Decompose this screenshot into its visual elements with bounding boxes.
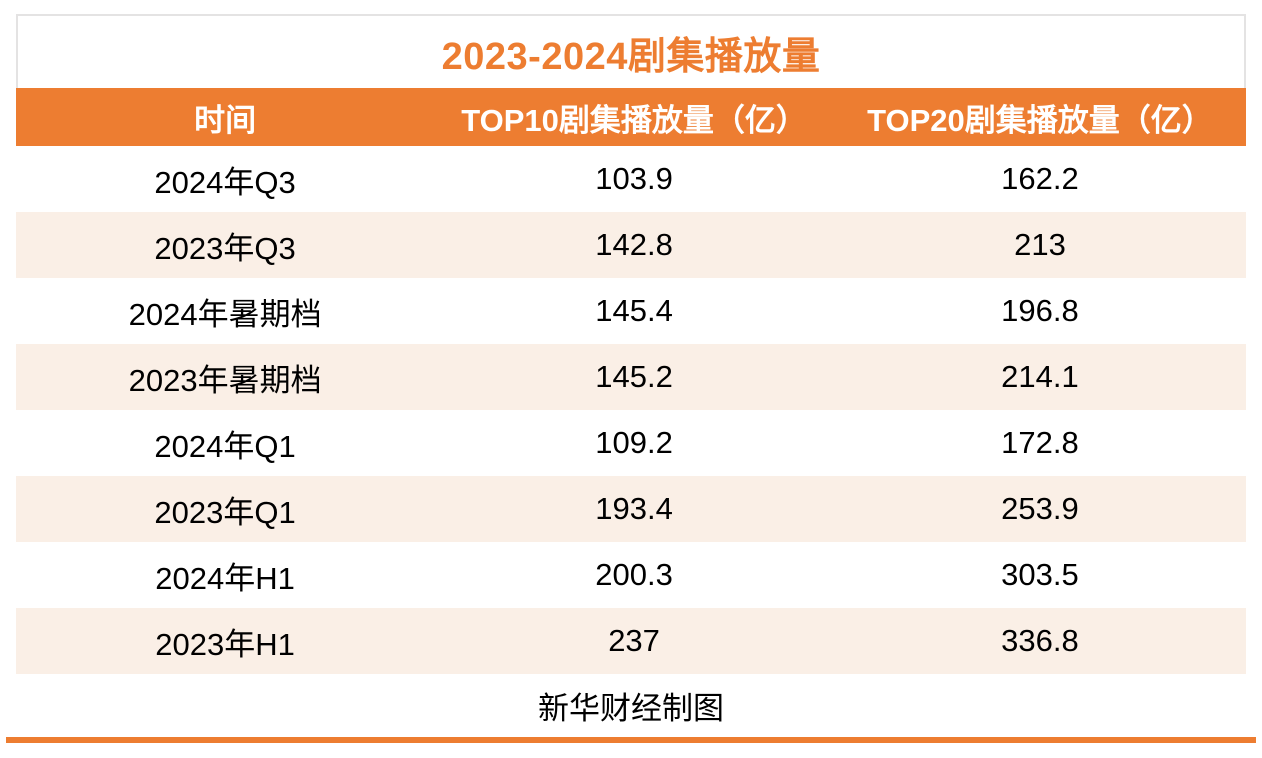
table-row: 2024年Q3 103.9 162.2 bbox=[16, 146, 1246, 212]
cell-top10: 145.4 bbox=[595, 293, 673, 328]
table-title: 2023-2024剧集播放量 bbox=[16, 14, 1246, 88]
cell-top10: 193.4 bbox=[595, 491, 673, 526]
cell-top20: 172.8 bbox=[1001, 425, 1079, 460]
cell-time: 2023年暑期档 bbox=[128, 362, 322, 398]
cell-time: 2024年Q1 bbox=[154, 428, 296, 464]
table-row: 2023年H1 237 336.8 bbox=[16, 608, 1246, 674]
table-row: 2023年Q3 142.8 213 bbox=[16, 212, 1246, 278]
table-row: 2023年暑期档 145.2 214.1 bbox=[16, 344, 1246, 410]
table-row: 2024年H1 200.3 303.5 bbox=[16, 542, 1246, 608]
cell-top20: 253.9 bbox=[1001, 491, 1079, 526]
cell-top20: 213 bbox=[1014, 227, 1066, 262]
cell-top20: 196.8 bbox=[1001, 293, 1079, 328]
cell-top10: 200.3 bbox=[595, 557, 673, 592]
cell-top20: 214.1 bbox=[1001, 359, 1079, 394]
cell-time: 2024年Q3 bbox=[154, 164, 296, 200]
header-top10: TOP10剧集播放量（亿） bbox=[461, 102, 807, 138]
table-header-row: 时间 TOP10剧集播放量（亿） TOP20剧集播放量（亿） bbox=[16, 88, 1246, 146]
cell-top20: 303.5 bbox=[1001, 557, 1079, 592]
cell-top10: 237 bbox=[608, 623, 660, 658]
bottom-accent-bar bbox=[6, 737, 1256, 743]
cell-time: 2023年Q1 bbox=[154, 494, 296, 530]
cell-time: 2024年暑期档 bbox=[128, 296, 322, 332]
cell-top10: 145.2 bbox=[595, 359, 673, 394]
cell-top20: 336.8 bbox=[1001, 623, 1079, 658]
source-note: 新华财经制图 bbox=[16, 674, 1246, 737]
cell-top10: 142.8 bbox=[595, 227, 673, 262]
table-row: 2024年暑期档 145.4 196.8 bbox=[16, 278, 1246, 344]
table-row: 2023年Q1 193.4 253.9 bbox=[16, 476, 1246, 542]
table-row: 2024年Q1 109.2 172.8 bbox=[16, 410, 1246, 476]
cell-time: 2023年Q3 bbox=[154, 230, 296, 266]
cell-time: 2024年H1 bbox=[155, 560, 295, 596]
play-volume-table: 2023-2024剧集播放量 时间 TOP10剧集播放量（亿） TOP20剧集播… bbox=[16, 14, 1246, 737]
header-top20: TOP20剧集播放量（亿） bbox=[867, 102, 1213, 138]
header-time: 时间 bbox=[194, 102, 257, 138]
cell-time: 2023年H1 bbox=[155, 626, 295, 662]
cell-top10: 109.2 bbox=[595, 425, 673, 460]
cell-top20: 162.2 bbox=[1001, 161, 1079, 196]
cell-top10: 103.9 bbox=[595, 161, 673, 196]
